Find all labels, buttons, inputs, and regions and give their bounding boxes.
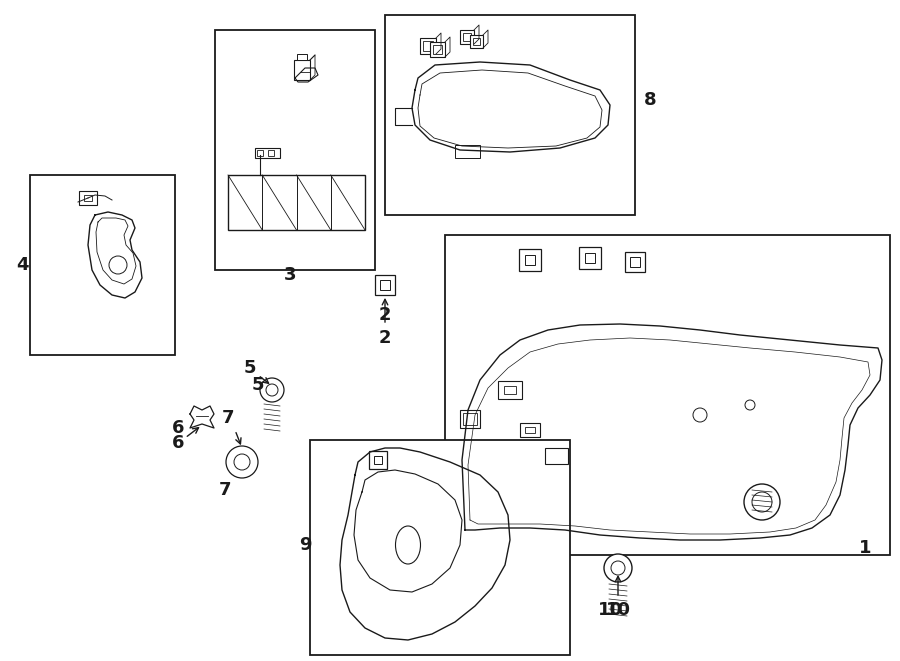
Bar	[255, 148, 280, 158]
Bar	[30, 175, 175, 355]
Circle shape	[752, 492, 772, 512]
Bar	[310, 440, 570, 655]
Text: 7: 7	[219, 481, 231, 499]
Bar	[525, 255, 535, 265]
Bar	[430, 42, 445, 57]
Bar	[579, 247, 601, 269]
Bar	[380, 280, 390, 290]
Bar	[504, 386, 516, 394]
Bar	[84, 195, 92, 201]
Bar	[545, 448, 568, 464]
Circle shape	[693, 408, 707, 422]
Bar	[257, 150, 263, 156]
Bar	[519, 249, 541, 271]
Bar	[375, 275, 395, 295]
Bar	[463, 33, 471, 41]
Bar	[470, 35, 483, 48]
Circle shape	[745, 400, 755, 410]
Text: 2: 2	[379, 306, 392, 324]
Bar	[520, 423, 540, 437]
Bar	[498, 381, 522, 399]
Text: 7: 7	[221, 409, 234, 427]
Text: 6: 6	[172, 419, 184, 437]
Bar	[455, 145, 480, 158]
Ellipse shape	[395, 526, 420, 564]
Text: 4: 4	[16, 256, 28, 274]
Bar	[297, 54, 307, 60]
Bar	[294, 60, 310, 80]
Text: 8: 8	[644, 91, 656, 109]
Circle shape	[611, 561, 625, 575]
Text: 10: 10	[606, 601, 631, 619]
Bar	[460, 30, 474, 44]
Bar	[460, 410, 480, 428]
Bar	[268, 150, 274, 156]
Bar	[374, 456, 382, 464]
Bar	[215, 30, 375, 270]
Bar	[228, 175, 365, 230]
Text: 5: 5	[244, 359, 256, 377]
Text: 10: 10	[598, 601, 623, 619]
Bar	[385, 15, 635, 215]
Circle shape	[260, 378, 284, 402]
Text: 3: 3	[284, 266, 296, 284]
Bar	[630, 257, 640, 267]
Bar	[473, 38, 480, 45]
Circle shape	[266, 384, 278, 396]
Circle shape	[604, 554, 632, 582]
Text: 5: 5	[252, 376, 265, 394]
Text: 6: 6	[172, 434, 184, 452]
Bar	[525, 427, 535, 433]
Text: 2: 2	[379, 329, 392, 347]
Bar	[433, 45, 442, 54]
Bar	[625, 252, 645, 272]
Bar	[445, 235, 890, 555]
Circle shape	[744, 484, 780, 520]
Bar	[423, 41, 433, 51]
Circle shape	[109, 256, 127, 274]
Circle shape	[226, 446, 258, 478]
Bar	[585, 253, 595, 263]
Circle shape	[234, 454, 250, 470]
Bar	[420, 38, 436, 54]
Bar	[79, 191, 97, 205]
Text: 9: 9	[299, 536, 311, 554]
Bar	[369, 451, 387, 469]
Bar	[463, 413, 477, 425]
Text: 1: 1	[859, 539, 871, 557]
